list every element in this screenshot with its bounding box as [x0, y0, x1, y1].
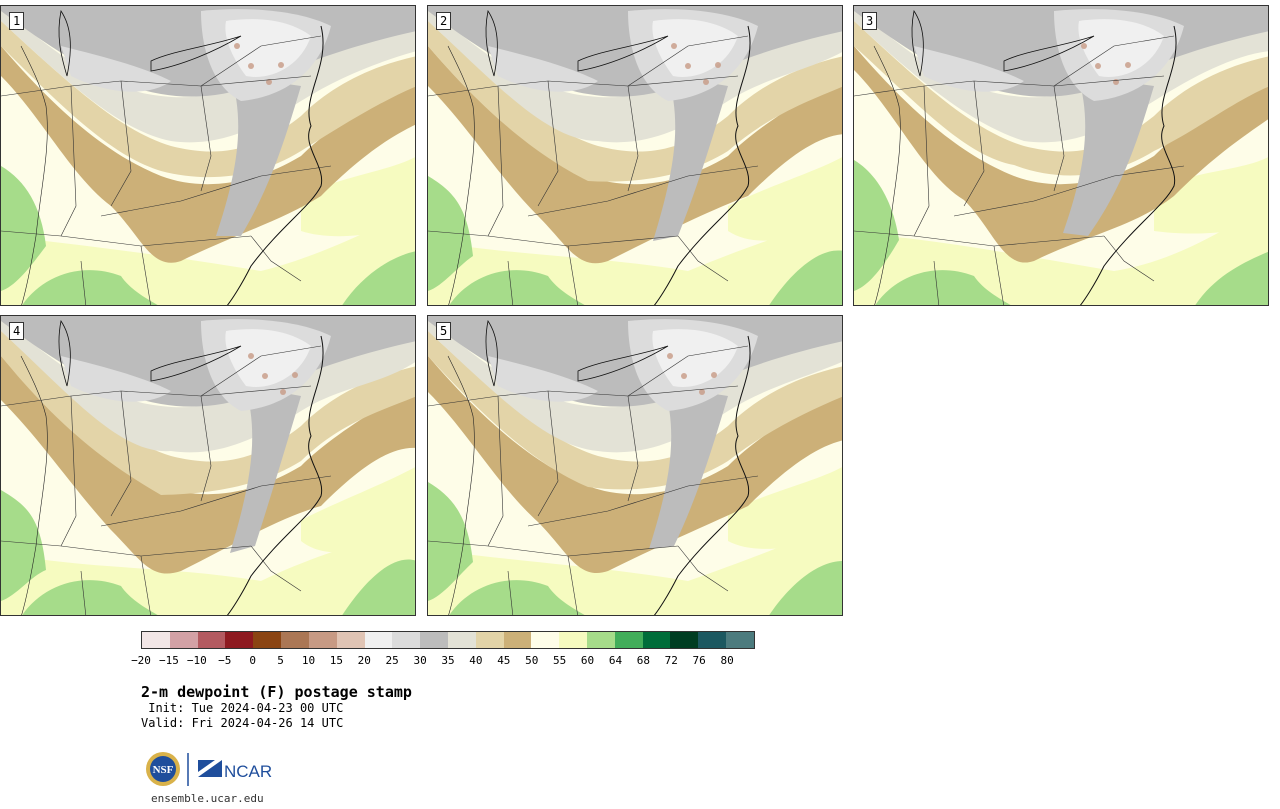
colorbar [141, 631, 755, 649]
colorbar-tick-label: −5 [218, 654, 232, 667]
colorbar-segment [447, 632, 476, 648]
colorbar-segment [559, 632, 587, 648]
ncar-logo-text: NCAR [224, 762, 272, 781]
colorbar-tick-label: 10 [301, 654, 316, 667]
colorbar-tick-label: 50 [525, 654, 539, 667]
ncar-logo-icon: NCAR [198, 760, 272, 781]
map-panel-1: 1 [0, 5, 416, 306]
colorbar-segment [614, 632, 643, 648]
colorbar-tick-label: 45 [497, 654, 511, 667]
colorbar-segment [197, 632, 226, 648]
colorbar-tick-label: 30 [413, 654, 427, 667]
map-panel-2: 2 [427, 5, 843, 306]
colorbar-segment [475, 632, 504, 648]
colorbar-tick-label: 40 [469, 654, 483, 667]
dewpoint-map-5 [428, 316, 842, 615]
colorbar-segment [698, 632, 727, 648]
colorbar-segment [336, 632, 365, 648]
colorbar-tick-label: 60 [580, 654, 595, 667]
colorbar-segment [670, 632, 699, 648]
colorbar-segment [420, 632, 448, 648]
map-panel-3: 3 [853, 5, 1269, 306]
map-panel-5: 5 [427, 315, 843, 616]
colorbar-segment [726, 632, 754, 648]
colorbar-tick-label: 25 [385, 654, 399, 667]
colorbar-tick-label: 72 [664, 654, 678, 667]
colorbar-segment [253, 632, 282, 648]
colorbar-segment [364, 632, 393, 648]
colorbar-segment [281, 632, 309, 648]
colorbar-tick-label: 68 [636, 654, 650, 667]
panel-number-2: 2 [436, 12, 452, 30]
colorbar-tick-label: −10 [186, 654, 207, 667]
nsf-logo-icon: NSF [146, 752, 180, 786]
nsf-logo-text: NSF [153, 764, 174, 776]
init-time: Init: Tue 2024-04-23 00 UTC [141, 701, 344, 715]
colorbar-segment [169, 632, 198, 648]
colorbar-tick-label: −20 [131, 654, 151, 667]
colorbar-tick-label: 0 [249, 654, 256, 667]
colorbar-tick-label: 80 [720, 654, 734, 667]
colorbar-tick-label: −15 [158, 654, 179, 667]
colorbar-tick-label: 76 [692, 654, 706, 667]
panel-number-4: 4 [9, 322, 25, 340]
colorbar-segment [587, 632, 615, 648]
colorbar-segment [308, 632, 337, 648]
colorbar-segment [531, 632, 560, 648]
colorbar-tick-label: 35 [441, 654, 455, 667]
panel-number-5: 5 [436, 322, 452, 340]
panel-number-3: 3 [862, 12, 878, 30]
colorbar-segment [142, 632, 170, 648]
colorbar-tick-label: 20 [357, 654, 371, 667]
colorbar-segment [503, 632, 532, 648]
colorbar-tick-label: 64 [608, 654, 623, 667]
dewpoint-map-2 [428, 6, 842, 305]
colorbar-tick-label: 5 [277, 654, 284, 667]
dewpoint-map-1 [1, 6, 415, 305]
website-link[interactable]: ensemble.ucar.edu [151, 792, 264, 805]
dewpoint-map-3 [854, 6, 1268, 305]
colorbar-segment [392, 632, 421, 648]
logos: NSF NCAR [145, 750, 275, 790]
colorbar-tick-labels: −20 −15 −10 −5 0 5 10 15 20 25 30 35 40 45 50 55 60 64 68 7… [131, 654, 755, 668]
map-panel-4: 4 [0, 315, 416, 616]
colorbar-segment [642, 632, 671, 648]
valid-time: Valid: Fri 2024-04-26 14 UTC [141, 716, 344, 730]
dewpoint-map-4 [1, 316, 415, 615]
colorbar-tick-label: 55 [553, 654, 567, 667]
figure-title: 2-m dewpoint (F) postage stamp [141, 683, 412, 701]
colorbar-segment [225, 632, 254, 648]
colorbar-tick-label: 15 [329, 654, 343, 667]
panel-number-1: 1 [9, 12, 25, 30]
